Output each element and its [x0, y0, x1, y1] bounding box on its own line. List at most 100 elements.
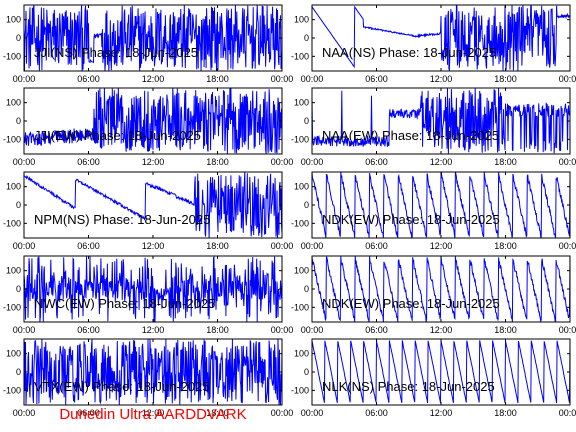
y-tick-label: 0 [304, 33, 309, 43]
x-tick-label: 18:00 [206, 241, 229, 251]
x-tick-label: 00:00 [13, 157, 36, 167]
x-tick-label: 00:00 [271, 408, 294, 418]
y-tick-label: 100 [294, 266, 309, 276]
phase-trace [24, 5, 282, 71]
y-tick-label: -100 [3, 302, 21, 312]
x-tick-label: 00:00 [13, 241, 36, 251]
y-tick-label: 0 [304, 116, 309, 126]
panel-title: NLK(NS) Phase: 18-Jun-2025 [322, 379, 495, 394]
y-tick-label: 0 [16, 33, 21, 43]
x-tick-label: 12:00 [142, 408, 165, 418]
phase-panel: 100 0 -100 00:00 06:00 12:00 18:00 00:00 NDK(EW)… [291, 171, 576, 251]
x-tick-label: 18:00 [494, 74, 517, 84]
x-tick-label: 12:00 [430, 241, 453, 251]
y-tick-label: 0 [16, 284, 21, 294]
x-tick-label: 18:00 [206, 408, 229, 418]
y-tick-label: 0 [304, 200, 309, 210]
y-tick-label: -100 [3, 51, 21, 61]
panel-title: NWC(EW) Phase: 18-Jun-2025 [34, 296, 215, 311]
x-tick-label: 00:00 [301, 408, 324, 418]
y-tick-label: -100 [291, 218, 309, 228]
y-tick-label: 100 [6, 266, 21, 276]
y-tick-label: 100 [6, 15, 21, 25]
x-tick-label: 12:00 [142, 74, 165, 84]
x-tick-label: 18:00 [494, 241, 517, 251]
panel-title: NDK(EW) Phase: 18-Jun-2025 [322, 296, 500, 311]
x-tick-label: 00:00 [13, 74, 36, 84]
y-tick-label: 100 [6, 182, 21, 192]
y-tick-label: 100 [6, 98, 21, 108]
phase-panel: 100 0 -100 00:00 06:00 12:00 18:00 00:00 NAA(NS)… [291, 4, 576, 84]
x-tick-label: 06:00 [77, 325, 100, 335]
phase-panel: 100 0 -100 00:00 06:00 12:00 18:00 00:00 NWC(EW)… [3, 255, 294, 335]
phase-trace [24, 88, 282, 154]
panel-title: NAA(EW) Phase: 18-Jun-2025 [322, 128, 499, 143]
x-tick-label: 06:00 [77, 408, 100, 418]
x-tick-label: 00:00 [271, 241, 294, 251]
x-tick-label: 12:00 [142, 157, 165, 167]
x-tick-label: 00:00 [301, 74, 324, 84]
x-tick-label: 06:00 [365, 325, 388, 335]
phase-trace [24, 256, 282, 322]
y-tick-label: 0 [16, 116, 21, 126]
x-tick-label: 06:00 [365, 241, 388, 251]
x-tick-label: 18:00 [494, 325, 517, 335]
y-tick-label: -100 [3, 385, 21, 395]
x-tick-label: 18:00 [206, 157, 229, 167]
x-tick-label: 00:00 [271, 157, 294, 167]
y-tick-label: -100 [291, 51, 309, 61]
panel-title: JJI(NS) Phase: 18-Jun-2025 [34, 45, 198, 60]
footer-label: Dunedin Ultra AARDDVARK [59, 406, 246, 423]
y-tick-label: 100 [294, 98, 309, 108]
x-tick-label: 12:00 [142, 325, 165, 335]
x-tick-label: 12:00 [430, 325, 453, 335]
y-tick-label: 0 [304, 367, 309, 377]
phase-trace [24, 339, 282, 405]
x-tick-label: 12:00 [430, 74, 453, 84]
x-tick-label: 12:00 [142, 241, 165, 251]
panel-title: JJI(EW) Phase: 18-Jun-2025 [34, 128, 201, 143]
y-tick-label: 0 [16, 200, 21, 210]
phase-trace [24, 172, 282, 238]
y-tick-label: 100 [6, 349, 21, 359]
x-tick-label: 00:00 [301, 325, 324, 335]
y-tick-label: 0 [16, 367, 21, 377]
panel-title: NAA(NS) Phase: 18-Jun-2025 [322, 45, 496, 60]
phase-panel: 100 0 -100 00:00 06:00 12:00 18:00 00:00 JJI(EW)… [3, 87, 294, 167]
x-tick-label: 18:00 [206, 325, 229, 335]
x-tick-label: 18:00 [494, 157, 517, 167]
phase-trace [312, 172, 570, 238]
x-tick-label: 00:00 [13, 325, 36, 335]
panel-title: NDK(EW) Phase: 18-Jun-2025 [322, 212, 500, 227]
phase-panel: 100 0 -100 00:00 06:00 12:00 18:00 00:00 NLK(NS)… [291, 338, 576, 418]
x-tick-label: 00:00 [559, 241, 576, 251]
x-tick-label: 00:00 [271, 325, 294, 335]
x-tick-label: 00:00 [13, 408, 36, 418]
y-tick-label: 100 [294, 349, 309, 359]
phase-panel: 100 0 -100 00:00 06:00 12:00 18:00 00:00 VTX(EW)… [3, 338, 294, 418]
phase-panel: 100 0 -100 00:00 06:00 12:00 18:00 00:00 NDK(EW)… [291, 255, 576, 335]
y-tick-label: -100 [291, 302, 309, 312]
panel-title: VTX(EW) Phase: 18-Jun-2025 [34, 379, 210, 394]
x-tick-label: 00:00 [271, 74, 294, 84]
panel-title: NPM(NS) Phase: 18-Jun-2025 [34, 212, 210, 227]
y-tick-label: -100 [291, 134, 309, 144]
x-tick-label: 00:00 [301, 157, 324, 167]
phase-panel: 100 0 -100 00:00 06:00 12:00 18:00 00:00 NPM(NS)… [3, 171, 294, 251]
x-tick-label: 06:00 [77, 241, 100, 251]
x-tick-label: 06:00 [77, 157, 100, 167]
x-tick-label: 06:00 [77, 74, 100, 84]
x-tick-label: 06:00 [365, 408, 388, 418]
x-tick-label: 12:00 [430, 157, 453, 167]
x-tick-label: 06:00 [365, 74, 388, 84]
y-tick-label: 100 [294, 182, 309, 192]
x-tick-label: 00:00 [559, 157, 576, 167]
x-tick-label: 18:00 [206, 74, 229, 84]
phase-panel: 100 0 -100 00:00 06:00 12:00 18:00 00:00 JJI(NS)… [3, 4, 294, 84]
y-tick-label: -100 [3, 218, 21, 228]
x-tick-label: 00:00 [559, 74, 576, 84]
y-tick-label: 100 [294, 15, 309, 25]
x-tick-label: 00:00 [559, 408, 576, 418]
x-tick-label: 12:00 [430, 408, 453, 418]
